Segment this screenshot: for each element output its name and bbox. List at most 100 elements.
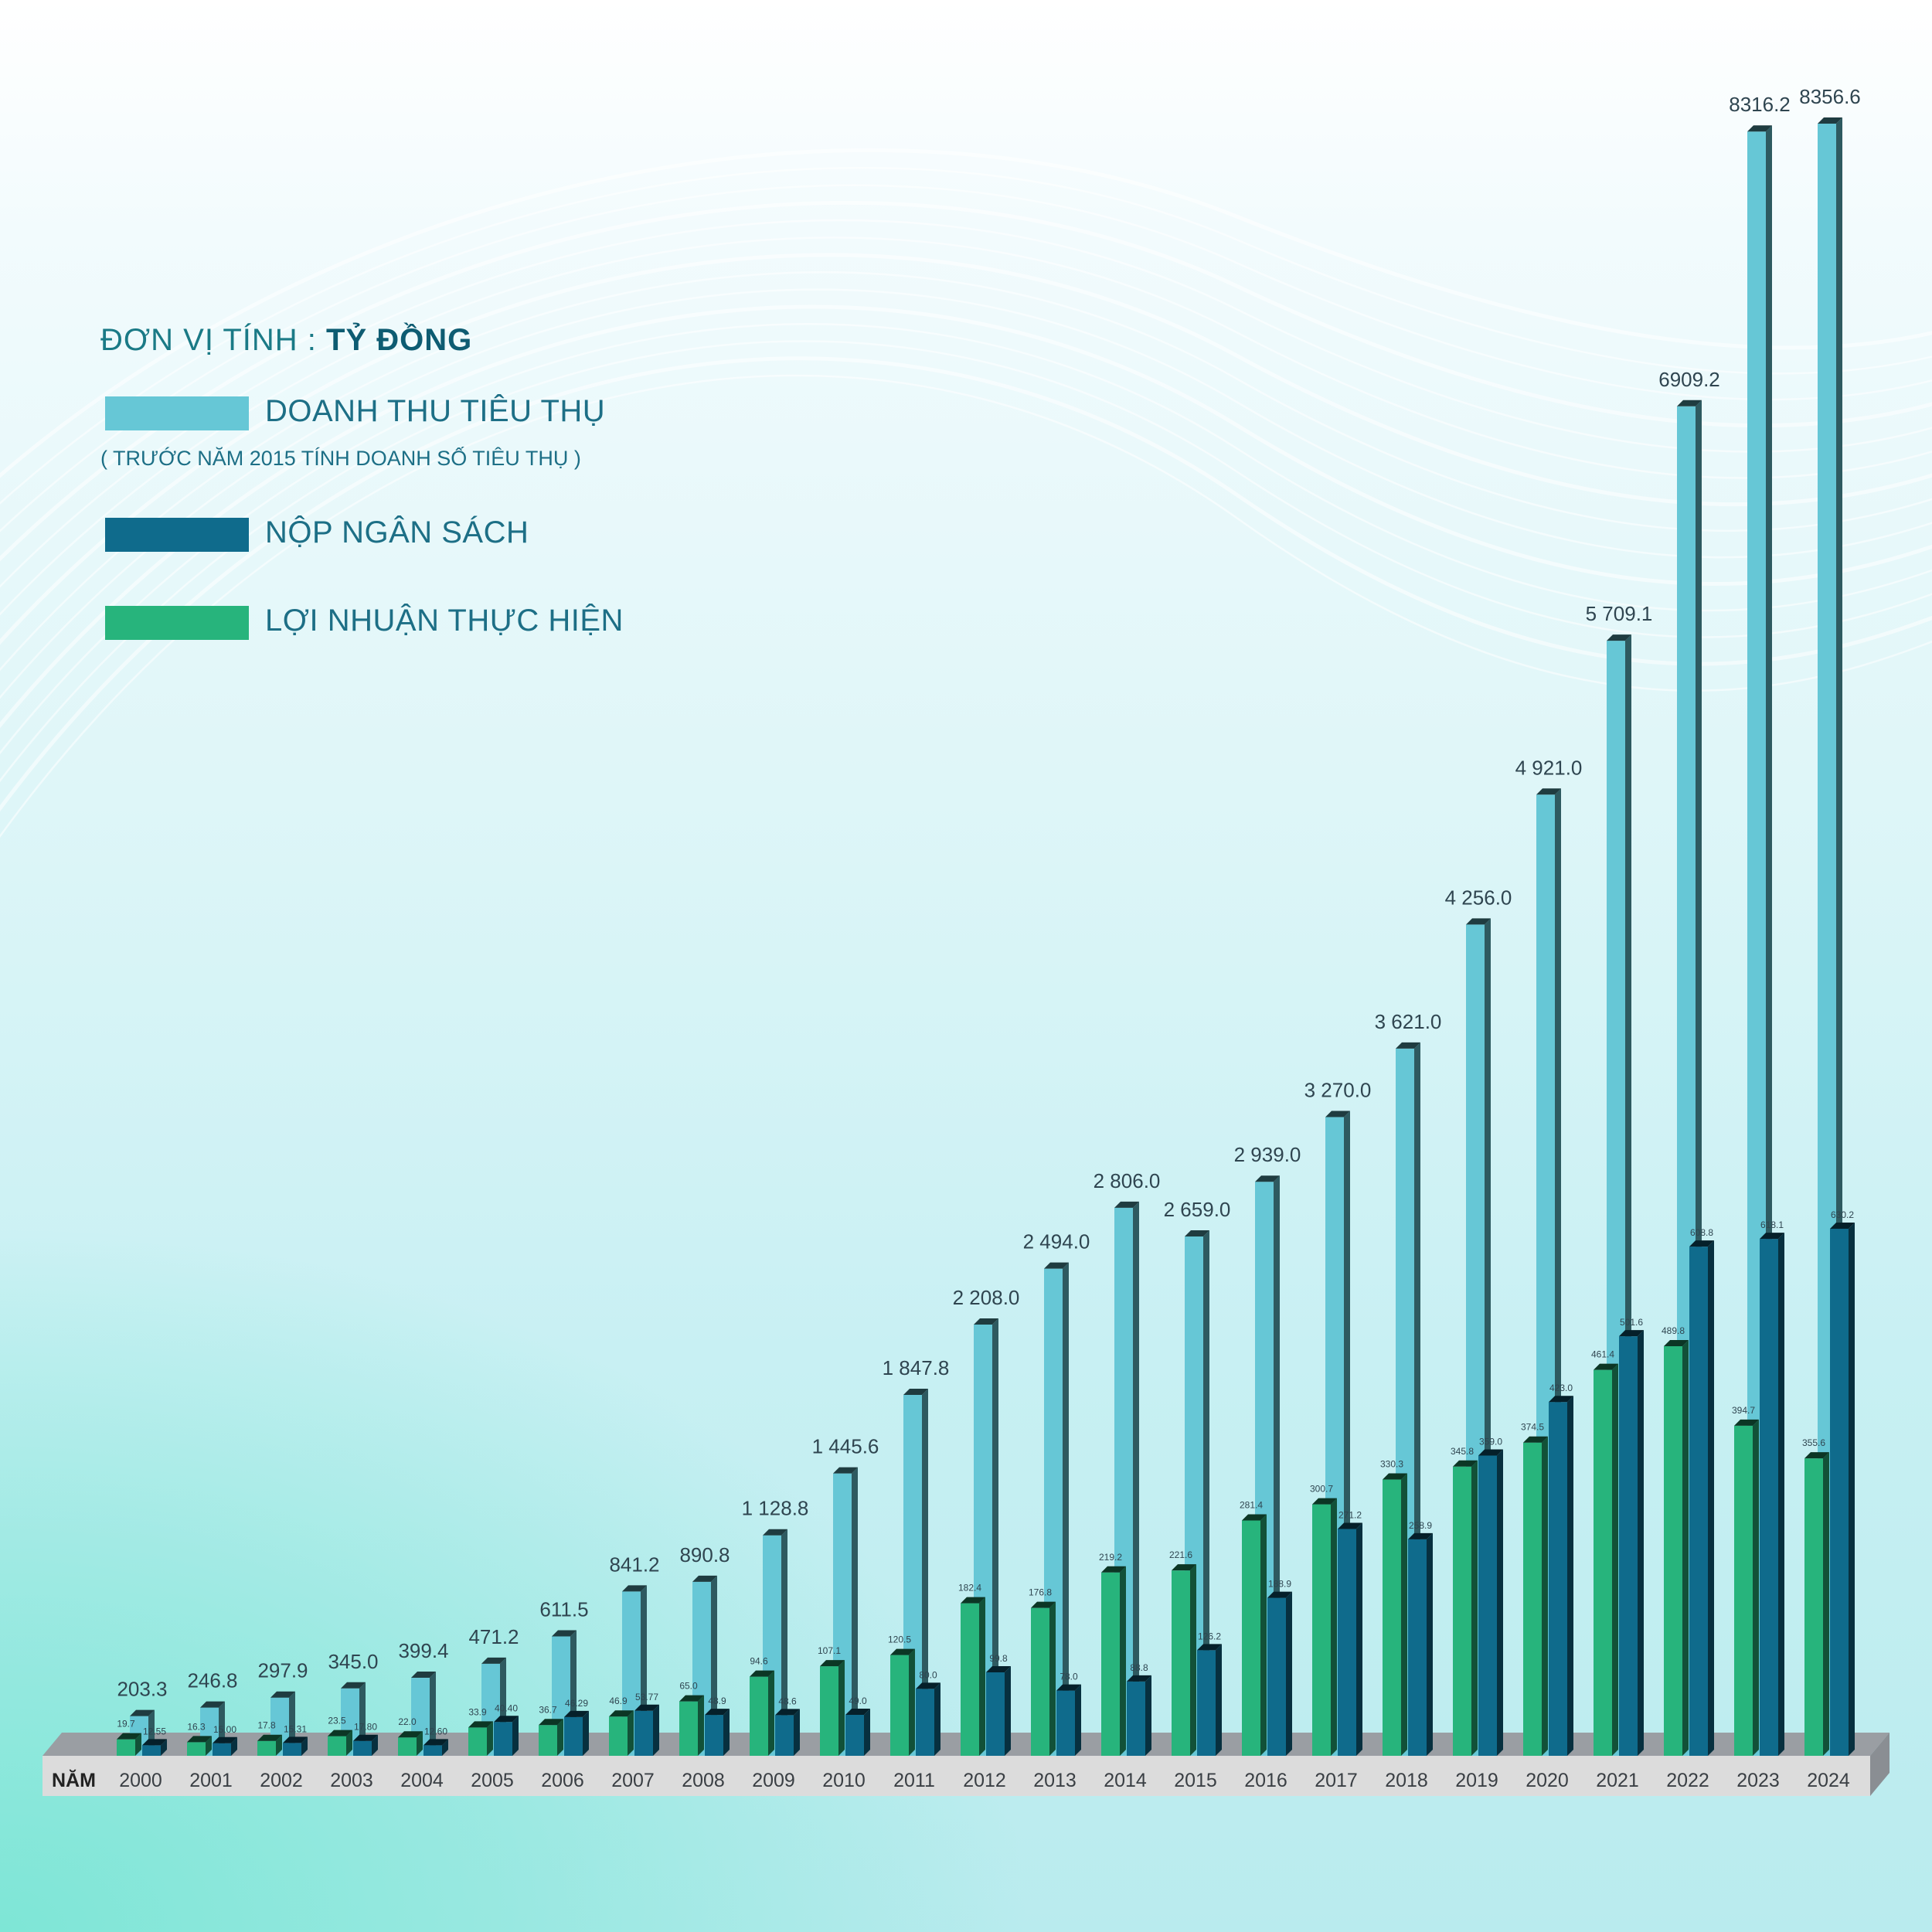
bar-budget-2006-front — [564, 1716, 583, 1756]
bar-budget-2018-top — [1408, 1532, 1433, 1539]
label-budget-2008: 48.9 — [708, 1696, 726, 1706]
bar-profit-2007-front — [609, 1716, 628, 1756]
bar-profit-2006 — [539, 1719, 563, 1756]
bar-profit-2024-front — [1804, 1458, 1823, 1756]
bar-profit-2010-front — [820, 1666, 838, 1756]
bar-profit-2009 — [750, 1670, 774, 1756]
x-tick-2010: 2010 — [822, 1770, 866, 1791]
background-wave-line — [0, 236, 1932, 616]
label-profit-2007: 46.9 — [609, 1696, 628, 1706]
bar-budget-2017-front — [1338, 1529, 1356, 1756]
bar-budget-2018 — [1408, 1532, 1433, 1756]
unit-label: ĐƠN VỊ TÍNH : TỶ ĐỒNG — [100, 323, 472, 358]
bar-profit-2017-side — [1331, 1498, 1337, 1756]
label-profit-2021: 461.4 — [1591, 1349, 1614, 1360]
bar-profit-2011 — [890, 1648, 915, 1756]
label-revenue-2021: 5 709.1 — [1586, 602, 1653, 625]
bar-budget-2003 — [353, 1734, 378, 1756]
bar-revenue-2021-top — [1607, 634, 1631, 641]
label-profit-2006: 36.7 — [539, 1704, 557, 1715]
bar-budget-2003-front — [353, 1740, 372, 1756]
bar-profit-2002-side — [276, 1734, 282, 1756]
label-profit-2016: 281.4 — [1240, 1499, 1263, 1510]
bar-profit-2020 — [1523, 1436, 1548, 1756]
bar-budget-2010-side — [864, 1708, 870, 1756]
bar-budget-2020 — [1549, 1396, 1573, 1756]
bar-revenue-2008-top — [692, 1575, 717, 1582]
label-budget-2022: 608.8 — [1690, 1227, 1713, 1238]
bar-budget-2014-side — [1145, 1675, 1151, 1756]
bar-profit-2003 — [328, 1730, 352, 1756]
bar-profit-2007-side — [628, 1710, 634, 1756]
x-tick-2011: 2011 — [893, 1770, 935, 1791]
bar-revenue-2009-side — [781, 1529, 787, 1756]
bar-profit-2001-side — [206, 1736, 212, 1756]
legend-swatch-budget — [105, 518, 249, 552]
label-revenue-2020: 4 921.0 — [1515, 756, 1583, 779]
bar-profit-2015-side — [1190, 1564, 1196, 1756]
bar-profit-2008 — [679, 1695, 704, 1756]
bar-profit-2016-front — [1242, 1520, 1260, 1756]
unit-value: TỶ ĐỒNG — [326, 323, 473, 357]
bar-profit-2004-front — [398, 1737, 417, 1756]
bar-budget-2015-side — [1216, 1644, 1222, 1756]
bar-budget-2000-top — [142, 1739, 167, 1746]
legend-label-revenue: DOANH THU TIÊU THỤ — [265, 394, 606, 428]
bar-budget-2001 — [213, 1736, 237, 1756]
bar-profit-2004-top — [398, 1731, 423, 1738]
bar-budget-2009-front — [775, 1715, 794, 1756]
bar-budget-2019-side — [1497, 1449, 1503, 1756]
bar-profit-2023-top — [1734, 1419, 1759, 1426]
bar-revenue-2009-top — [763, 1529, 787, 1536]
bar-budget-2010 — [845, 1708, 870, 1756]
bar-profit-2019-side — [1471, 1460, 1478, 1756]
bar-revenue-2022-top — [1677, 400, 1702, 406]
background-wave-line — [0, 271, 1932, 672]
bar-budget-2001-side — [231, 1736, 237, 1756]
bar-budget-2011-side — [934, 1682, 940, 1756]
bar-profit-2022-top — [1664, 1339, 1689, 1346]
x-tick-2017: 2017 — [1315, 1770, 1358, 1791]
x-tick-2023: 2023 — [1736, 1770, 1780, 1791]
bar-budget-2020-side — [1567, 1396, 1573, 1756]
bar-budget-2009-top — [775, 1709, 800, 1716]
label-budget-2003: 17.80 — [354, 1722, 377, 1733]
bar-profit-2021-top — [1594, 1363, 1618, 1370]
label-profit-2019: 345.8 — [1451, 1446, 1474, 1457]
background-wave-line — [0, 374, 1932, 838]
bar-profit-2017-top — [1312, 1498, 1337, 1505]
bar-budget-2021-front — [1619, 1336, 1638, 1756]
bar-budget-2009 — [775, 1709, 800, 1756]
bar-budget-2016 — [1267, 1591, 1292, 1756]
bar-budget-2021 — [1619, 1330, 1644, 1756]
bar-budget-2006-top — [564, 1710, 589, 1717]
label-profit-2022: 489.8 — [1662, 1325, 1685, 1336]
x-tick-2020: 2020 — [1526, 1770, 1569, 1791]
bar-budget-2005-front — [494, 1722, 512, 1756]
bar-budget-2008-top — [705, 1709, 730, 1716]
bar-profit-2022-side — [1682, 1339, 1689, 1756]
bar-budget-2002-top — [283, 1736, 308, 1743]
bar-revenue-2023-top — [1747, 125, 1772, 132]
background-wave-line — [0, 356, 1932, 812]
unit-prefix: ĐƠN VỊ TÍNH : — [100, 323, 327, 357]
label-revenue-2024: 8356.6 — [1799, 85, 1861, 108]
label-budget-2012: 99.8 — [989, 1653, 1008, 1664]
bar-profit-2005-side — [487, 1721, 493, 1756]
background-wave-line — [0, 253, 1932, 645]
label-profit-2009: 94.6 — [750, 1656, 768, 1667]
label-profit-2000: 19.7 — [117, 1719, 135, 1730]
label-revenue-2017: 3 270.0 — [1304, 1079, 1372, 1102]
bar-budget-2022 — [1689, 1240, 1714, 1756]
bar-profit-2001-top — [187, 1736, 212, 1743]
bar-budget-2018-side — [1427, 1532, 1433, 1756]
label-budget-2019: 359.0 — [1479, 1436, 1502, 1447]
bar-budget-2004 — [423, 1739, 448, 1756]
label-revenue-2001: 246.8 — [187, 1669, 237, 1692]
bar-budget-2018-front — [1408, 1539, 1427, 1756]
bar-revenue-2016-top — [1255, 1175, 1280, 1182]
bar-budget-2008-side — [723, 1709, 730, 1756]
bar-profit-2004 — [398, 1731, 423, 1756]
x-tick-2002: 2002 — [260, 1770, 303, 1791]
